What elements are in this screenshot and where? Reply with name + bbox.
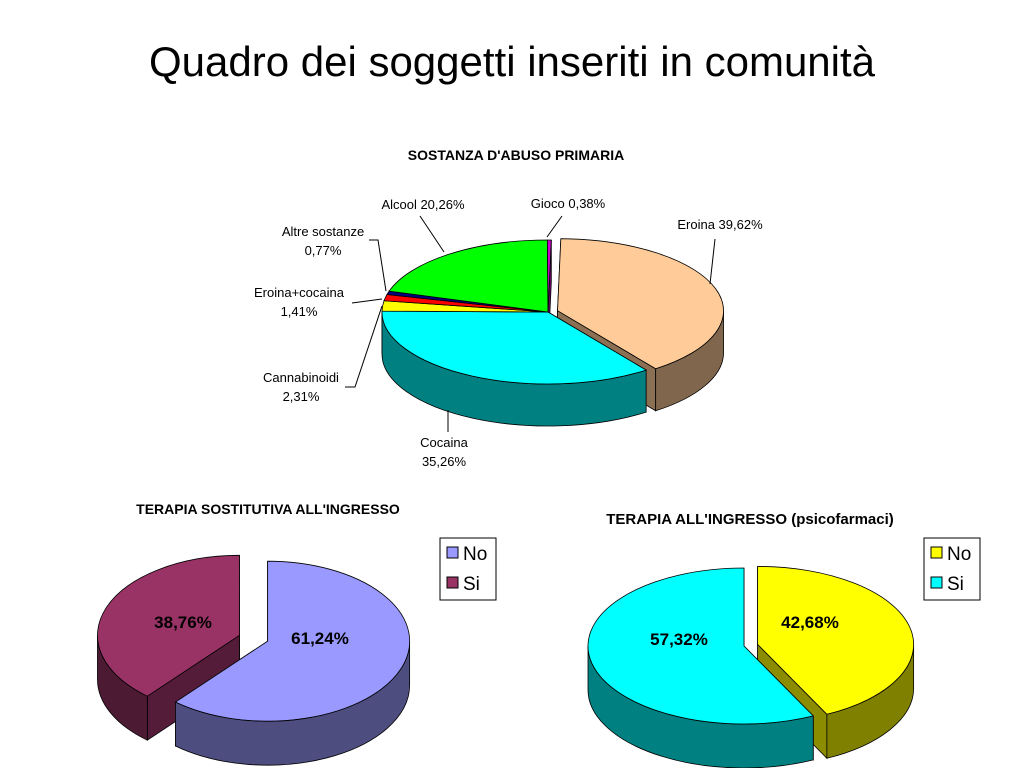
legend-swatch-si <box>930 576 943 589</box>
slice-gioco <box>546 239 552 313</box>
chart-terapia-psicofarmaci: TERAPIA ALL'INGRESSO (psicofarmaci) 42,68… <box>587 511 981 768</box>
legend: No Si <box>439 537 497 601</box>
slice-si <box>587 567 815 725</box>
chart-title: TERAPIA ALL'INGRESSO (psicofarmaci) <box>606 511 894 528</box>
legend-label-no: No <box>463 544 487 565</box>
slide-title: Quadro dei soggetti inseriti in comunità <box>148 38 876 85</box>
chart-title: TERAPIA SOSTITUTIVA ALL'INGRESSO <box>136 501 400 517</box>
legend-box <box>439 537 497 601</box>
data-label-si: 38,76% <box>154 613 212 632</box>
legend-swatch-no <box>930 546 943 559</box>
leader-line-alcool <box>419 215 445 253</box>
legend-swatch-si <box>446 576 459 589</box>
data-label-altre-sostanze: Altre sostanze 0,77% <box>282 224 364 258</box>
legend-label-si: Si <box>947 574 964 595</box>
legend: No Si <box>923 537 981 601</box>
data-label-alcool: Alcool 20,26% <box>381 197 465 212</box>
slice-cocaina <box>381 310 648 385</box>
data-label-cocaina: Cocaina 35,26% <box>420 435 468 469</box>
data-label-no: 42,68% <box>781 613 839 632</box>
chart-terapia-sostitutiva: TERAPIA SOSTITUTIVA ALL'INGRESSO 61,24% 38… <box>97 501 497 766</box>
slice-alcool <box>388 239 549 313</box>
leader-line-cannabinoidi <box>345 305 383 388</box>
data-label-eroina: Eroina 39,62% <box>677 217 763 232</box>
leader-line-gioco <box>546 215 563 238</box>
slice-no <box>757 566 915 715</box>
data-label-gioco: Gioco 0,38% <box>531 196 606 211</box>
data-label-no: 61,24% <box>291 629 349 648</box>
slice-eroina <box>557 238 724 370</box>
data-label-si: 57,32% <box>650 630 708 649</box>
legend-swatch-no <box>446 546 459 559</box>
leader-line-eroina-cocaina <box>351 298 383 304</box>
chart-sostanza-abuso: SOSTANZA D'ABUSO PRIMARIA Eroina 39,62% Co… <box>254 147 763 469</box>
chart-title: SOSTANZA D'ABUSO PRIMARIA <box>408 147 624 163</box>
legend-label-si: Si <box>463 574 480 595</box>
data-label-cannabinoidi: Cannabinoidi 2,31% <box>263 370 339 404</box>
leader-line-eroina <box>709 238 716 285</box>
legend-label-no: No <box>947 544 971 565</box>
data-label-eroina-cocaina: Eroina+cocaina 1,41% <box>254 285 345 319</box>
leader-line-altre-sostanze <box>369 239 387 292</box>
slice-no <box>174 560 411 722</box>
slice-si <box>97 554 240 697</box>
